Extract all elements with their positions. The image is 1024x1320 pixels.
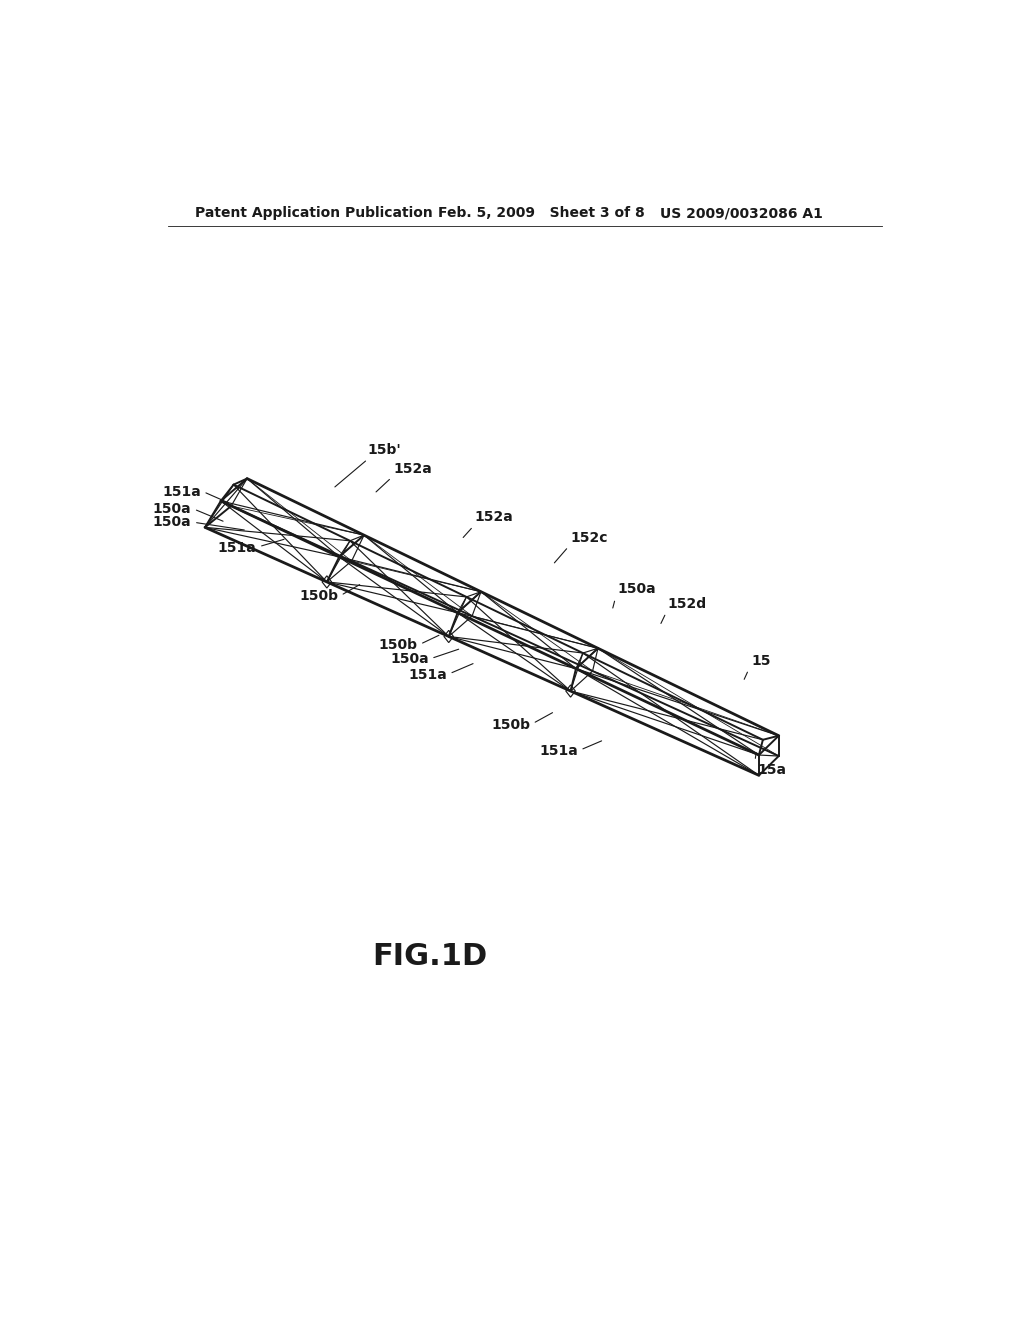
- Text: 152a: 152a: [393, 462, 432, 475]
- Text: 150a: 150a: [153, 515, 191, 529]
- Text: 152c: 152c: [570, 531, 608, 545]
- Text: 150a: 150a: [390, 652, 429, 667]
- Text: 150b: 150b: [299, 590, 338, 603]
- Text: 151a: 151a: [218, 541, 257, 554]
- Text: FIG.1D: FIG.1D: [372, 941, 487, 970]
- Text: Feb. 5, 2009   Sheet 3 of 8: Feb. 5, 2009 Sheet 3 of 8: [437, 206, 644, 220]
- Text: Patent Application Publication: Patent Application Publication: [196, 206, 433, 220]
- Text: 15a: 15a: [758, 763, 786, 777]
- Text: 15: 15: [751, 653, 770, 668]
- Text: 15b': 15b': [368, 444, 401, 457]
- Text: 150a: 150a: [153, 502, 191, 516]
- Text: US 2009/0032086 A1: US 2009/0032086 A1: [659, 206, 822, 220]
- Text: 151a: 151a: [409, 668, 447, 681]
- Text: 152a: 152a: [475, 511, 514, 524]
- Text: 150b: 150b: [492, 718, 530, 731]
- Text: 150a: 150a: [617, 582, 656, 597]
- Text: 151a: 151a: [162, 484, 201, 499]
- Text: 152d: 152d: [668, 597, 707, 611]
- Text: 151a: 151a: [540, 744, 578, 758]
- Text: 150b: 150b: [379, 639, 418, 652]
